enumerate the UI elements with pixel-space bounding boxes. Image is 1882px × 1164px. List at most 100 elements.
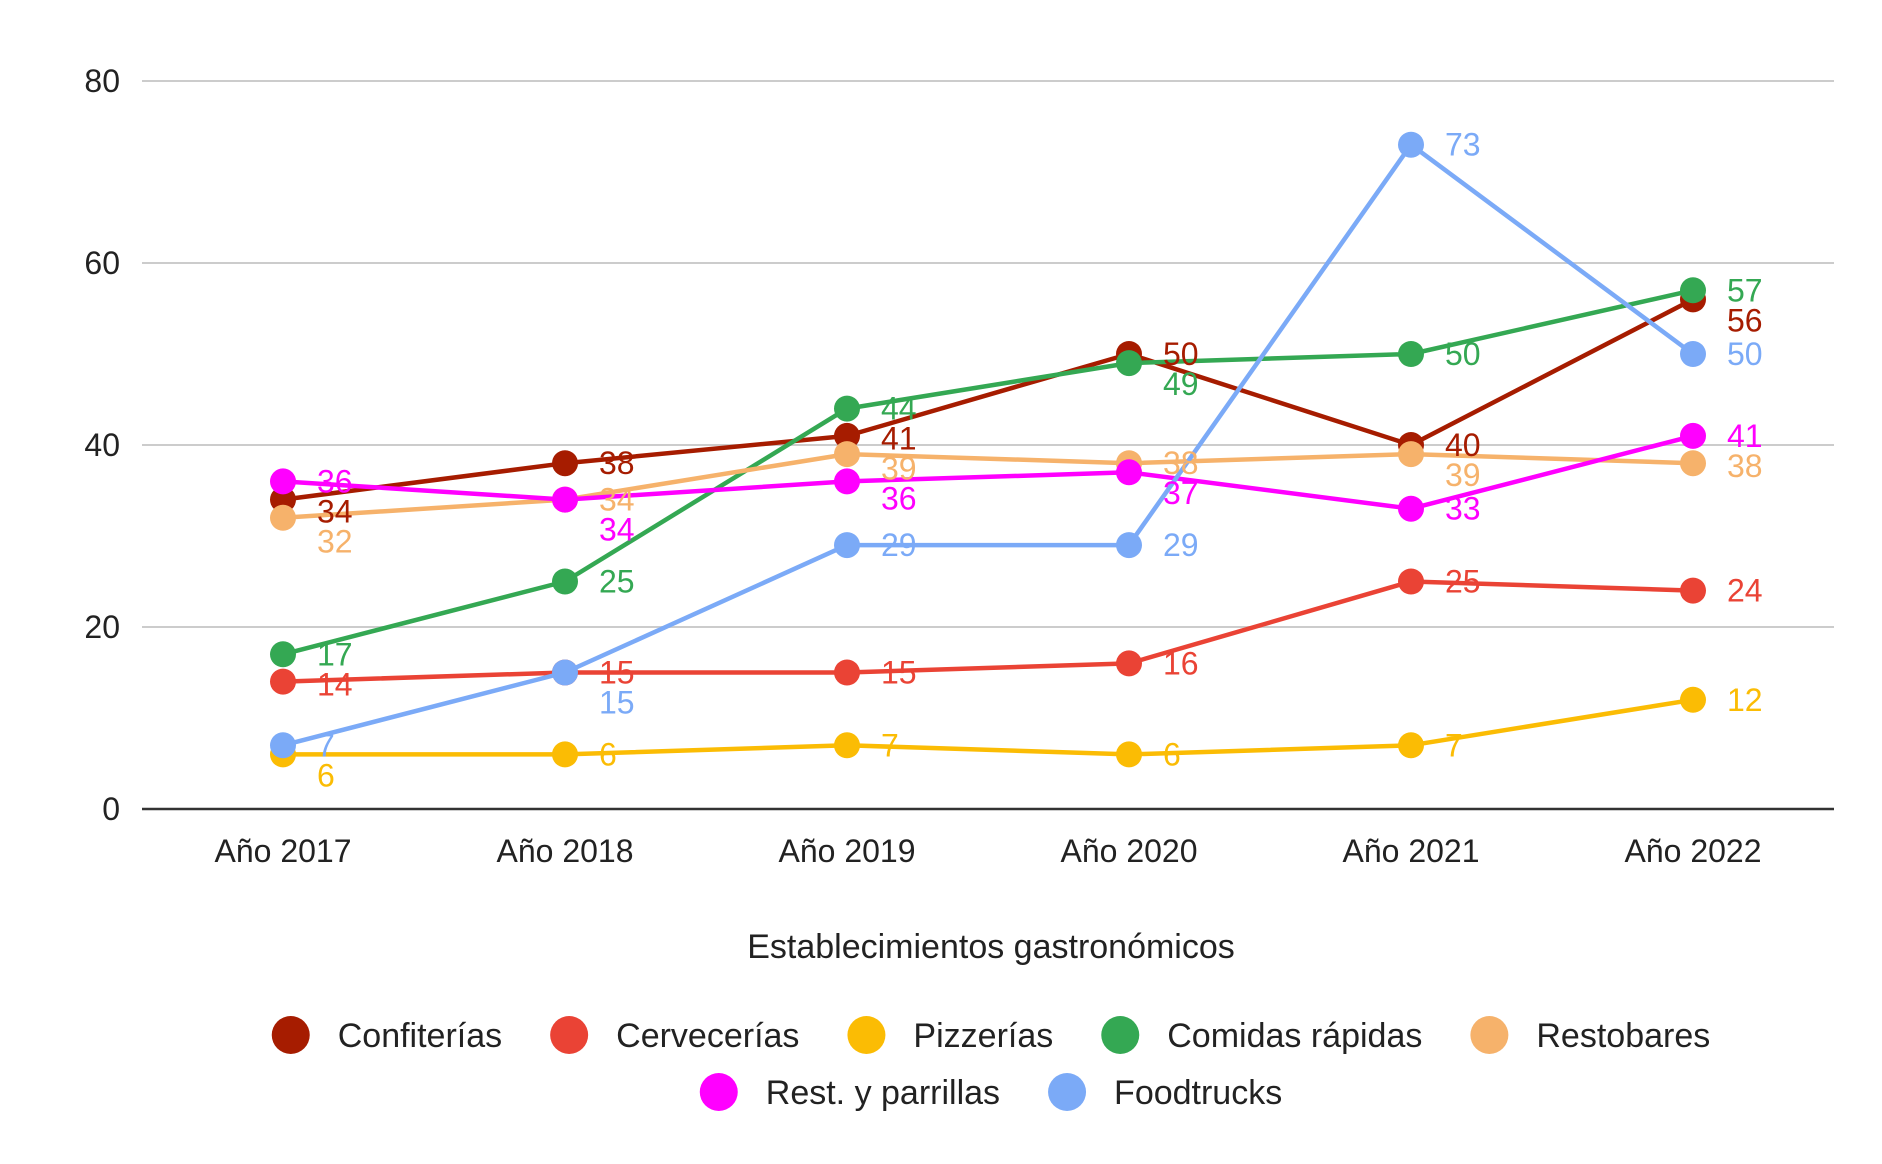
data-label: 49 xyxy=(1163,366,1199,402)
data-label: 36 xyxy=(317,463,353,499)
data-point xyxy=(1398,131,1424,158)
legend-label: Foodtrucks xyxy=(1114,1074,1282,1112)
series-comidas-rapidas xyxy=(270,277,1706,668)
data-label: 6 xyxy=(1163,736,1181,772)
data-point xyxy=(270,732,296,759)
data-point xyxy=(834,395,860,422)
data-point xyxy=(552,568,578,595)
data-label: 34 xyxy=(599,482,635,518)
legend-item-cervecerias: Cervecerías xyxy=(550,1016,799,1055)
data-point xyxy=(270,486,296,513)
x-tick-label: Año 2022 xyxy=(1624,833,1761,869)
data-point xyxy=(1680,422,1706,449)
legend-swatch xyxy=(1101,1016,1140,1054)
data-label: 40 xyxy=(1445,427,1481,463)
gridlines xyxy=(142,80,1834,811)
legend-label: Confiterías xyxy=(338,1017,502,1055)
y-tick-label: 80 xyxy=(84,63,120,99)
data-label: 29 xyxy=(881,527,917,563)
data-point xyxy=(1398,341,1424,367)
series-pizzerias xyxy=(270,686,1706,768)
data-label: 33 xyxy=(1445,491,1481,527)
data-label: 17 xyxy=(317,636,353,672)
data-label: 50 xyxy=(1445,336,1481,372)
legend-label: Cervecerías xyxy=(616,1017,799,1055)
data-label: 29 xyxy=(1163,527,1199,563)
data-point xyxy=(1398,732,1424,759)
data-label: 7 xyxy=(317,727,335,763)
series-line xyxy=(280,579,1696,684)
y-tick-label: 20 xyxy=(84,609,120,645)
data-point xyxy=(270,504,296,531)
x-tick-label: Año 2017 xyxy=(214,833,351,869)
data-point xyxy=(1680,577,1706,604)
legend-label: Pizzerías xyxy=(913,1017,1053,1055)
data-label: 38 xyxy=(599,445,635,481)
legend-label: Restobares xyxy=(1536,1017,1710,1055)
data-label: 15 xyxy=(599,655,635,691)
data-label: 32 xyxy=(317,523,353,559)
x-tick-label: Año 2020 xyxy=(1060,833,1197,869)
data-label: 41 xyxy=(1727,418,1763,454)
data-point xyxy=(1116,532,1142,559)
data-point xyxy=(552,659,578,686)
data-point xyxy=(1398,441,1424,468)
data-point xyxy=(270,668,296,695)
data-label: 15 xyxy=(599,685,635,721)
data-label: 36 xyxy=(881,481,917,517)
data-label: 44 xyxy=(881,391,917,427)
legend-item-restobares: Restobares xyxy=(1470,1016,1710,1055)
x-tick-label: Año 2019 xyxy=(778,833,915,869)
data-point xyxy=(834,532,860,559)
data-label: 25 xyxy=(599,564,635,600)
data-label: 34 xyxy=(599,512,635,548)
data-label: 73 xyxy=(1445,127,1481,163)
legend-swatch xyxy=(1048,1073,1087,1111)
x-tick-label: Año 2018 xyxy=(496,833,633,869)
legend-swatch xyxy=(699,1073,738,1111)
data-point xyxy=(270,641,296,668)
legend: Confiterías Cervecerías Pizzerías Comidas r… xyxy=(271,1016,1710,1112)
series-line xyxy=(280,142,1696,748)
legend-item-foodtrucks: Foodtrucks xyxy=(1048,1073,1282,1112)
legend-swatch xyxy=(1470,1016,1509,1054)
data-label: 38 xyxy=(1727,448,1763,484)
legend-swatch xyxy=(271,1016,310,1054)
legend-item-pizzerias: Pizzerías xyxy=(847,1016,1053,1055)
legend-item-rest-y-parrillas: Rest. y parrillas xyxy=(699,1073,1000,1112)
data-point xyxy=(1680,686,1706,713)
series-line xyxy=(280,288,1696,657)
series-line xyxy=(280,297,1696,502)
data-point xyxy=(1116,350,1142,377)
data-point xyxy=(552,486,578,513)
data-label: 39 xyxy=(881,451,917,487)
data-label: 37 xyxy=(1163,475,1199,511)
data-label: 15 xyxy=(881,655,917,691)
y-tick-label: 40 xyxy=(84,427,120,463)
data-label: 50 xyxy=(1727,336,1763,372)
x-axis-ticks: Año 2017 Año 2018 Año 2019 Año 2020 Año 2021… xyxy=(214,833,1761,869)
y-tick-label: 60 xyxy=(84,245,120,281)
data-point xyxy=(1680,450,1706,477)
data-point xyxy=(834,441,860,468)
legend-label: Comidas rápidas xyxy=(1167,1017,1422,1055)
legend-item-comidas-rapidas: Comidas rápidas xyxy=(1101,1016,1422,1055)
x-axis-title: Establecimientos gastronómicos xyxy=(747,928,1235,966)
series-lines xyxy=(270,131,1706,768)
legend-label: Rest. y parrillas xyxy=(766,1074,1000,1112)
data-point xyxy=(1398,495,1424,522)
series-line xyxy=(280,697,1696,757)
series-cervecerias xyxy=(270,568,1706,695)
data-point xyxy=(834,659,860,686)
data-point xyxy=(1116,459,1142,486)
data-label: 6 xyxy=(599,736,617,772)
data-point xyxy=(270,468,296,495)
data-label: 57 xyxy=(1727,272,1763,308)
data-label: 7 xyxy=(1445,727,1463,763)
data-point xyxy=(834,468,860,495)
legend-swatch xyxy=(550,1016,589,1054)
data-point xyxy=(1116,741,1142,768)
legend-swatch xyxy=(847,1016,886,1054)
data-label: 41 xyxy=(881,421,917,457)
